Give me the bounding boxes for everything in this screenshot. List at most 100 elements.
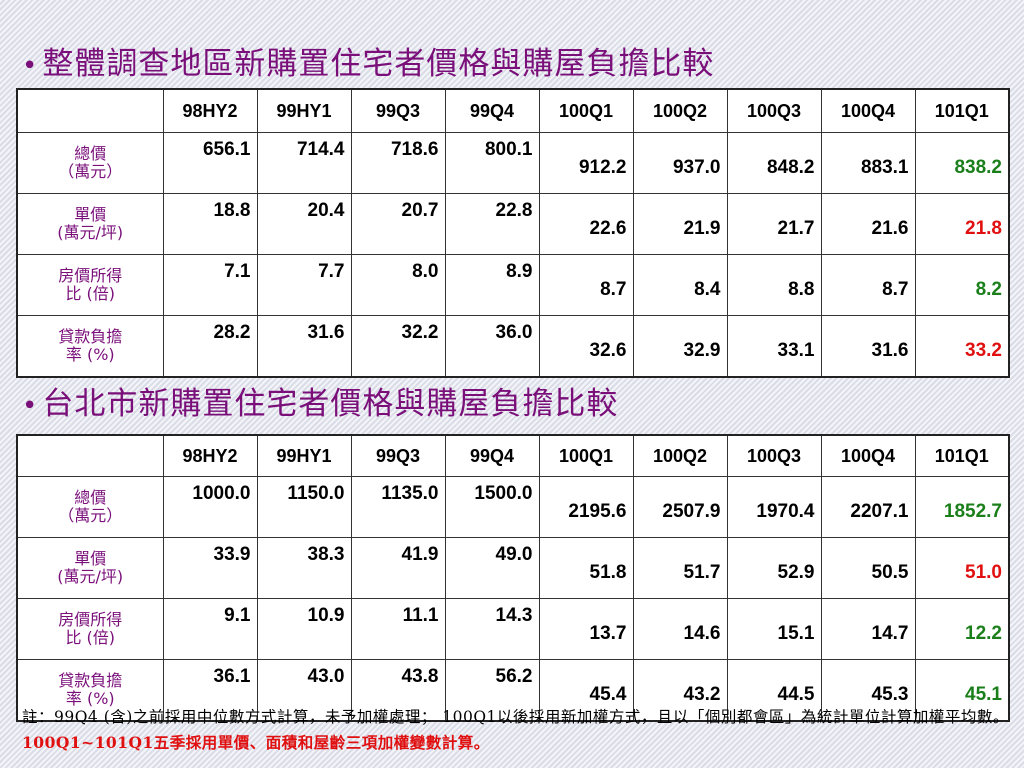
value-cell: 45.4: [538, 659, 634, 722]
table-row: 單價 (萬元/坪) 18.8 20.4 20.7 22.8 22.6 21.9 21.7 21.6…: [16, 193, 1010, 255]
row-label-line2: (萬元/坪): [57, 223, 124, 242]
table-row: 單價 (萬元/坪) 33.9 38.3 41.9 49.0 51.8 51.7 52.9 50.5…: [16, 537, 1010, 599]
footnote-highlight: 100Q1~101Q1五季採用單價、面積和屋齡三項加權變數計算。: [22, 733, 490, 752]
column-header: 100Q2: [632, 434, 728, 477]
row-label-line2: 比 (倍): [65, 628, 116, 647]
section1-title-text: 整體調查地區新購置住宅者價格與購屋負擔比較: [42, 46, 715, 82]
row-label-line1: 單價: [74, 205, 107, 224]
value-cell: 33.2: [914, 315, 1010, 378]
value-cell: 14.7: [820, 598, 916, 660]
row-label-line2: 率 (%): [65, 689, 115, 708]
row-label: 房價所得比 (倍): [16, 598, 164, 660]
row-label-line1: 房價所得: [58, 266, 123, 285]
column-header: 101Q1: [914, 88, 1010, 133]
value-cell: 8.4: [632, 254, 728, 316]
value-cell: 883.1: [820, 132, 916, 194]
value-cell: 32.6: [538, 315, 634, 378]
value-cell: 800.1: [444, 132, 540, 194]
value-cell: 20.4: [256, 193, 352, 255]
value-cell: 15.1: [726, 598, 822, 660]
column-header: 98HY2: [162, 434, 258, 477]
table-row: 貸款負擔率 (%) 36.1 43.0 43.8 56.2 45.4 43.2 44.5 45.…: [16, 659, 1010, 722]
bullet-icon: •: [22, 391, 39, 421]
column-header: 100Q3: [726, 434, 822, 477]
value-cell: 50.5: [820, 537, 916, 599]
value-cell: 32.2: [350, 315, 446, 378]
value-cell: 51.7: [632, 537, 728, 599]
value-cell: 848.2: [726, 132, 822, 194]
value-cell: 43.0: [256, 659, 352, 722]
table-row: 總價 （萬元） 656.1 714.4 718.6 800.1 912.2 937.0 848.…: [16, 132, 1010, 194]
column-header: 99Q4: [444, 434, 540, 477]
value-cell: 28.2: [162, 315, 258, 378]
value-cell: 11.1: [350, 598, 446, 660]
column-header: 100Q2: [632, 88, 728, 133]
row-label-line2: 率 (%): [65, 345, 115, 364]
value-cell: 31.6: [820, 315, 916, 378]
row-label: 總價 （萬元）: [16, 476, 164, 538]
header-row: 98HY2 99HY1 99Q3 99Q4 100Q1 100Q2 100Q3 100Q4 10…: [16, 434, 1010, 477]
value-cell: 1852.7: [914, 476, 1010, 538]
value-cell: 12.2: [914, 598, 1010, 660]
value-cell: 7.7: [256, 254, 352, 316]
value-cell: 21.7: [726, 193, 822, 255]
value-cell: 1970.4: [726, 476, 822, 538]
value-cell: 22.6: [538, 193, 634, 255]
bullet-icon: •: [22, 51, 39, 81]
value-cell: 21.6: [820, 193, 916, 255]
value-cell: 51.0: [914, 537, 1010, 599]
row-label: 貸款負擔率 (%): [16, 659, 164, 722]
table-row: 房價所得比 (倍) 9.1 10.9 11.1 14.3 13.7 14.6 15.1 14.7…: [16, 598, 1010, 660]
column-header: 100Q1: [538, 434, 634, 477]
value-cell: 714.4: [256, 132, 352, 194]
value-cell: 718.6: [350, 132, 446, 194]
footnote-main: 註：99Q4 (含)之前採用中位數方式計算，未予加權處理； 100Q1以後採用新…: [22, 708, 1009, 726]
column-header: 100Q1: [538, 88, 634, 133]
value-cell: 51.8: [538, 537, 634, 599]
value-cell: 56.2: [444, 659, 540, 722]
value-cell: 8.8: [726, 254, 822, 316]
row-label-line2: （萬元）: [58, 506, 123, 525]
row-label-line1: 單價: [74, 549, 107, 568]
table-row: 總價 （萬元） 1000.0 1150.0 1135.0 1500.0 2195.6 2507…: [16, 476, 1010, 538]
row-label-line1: 貸款負擔: [58, 671, 123, 690]
value-cell: 14.6: [632, 598, 728, 660]
row-label-line1: 總價: [74, 488, 107, 507]
row-label: 單價 (萬元/坪): [16, 193, 164, 255]
section2-title: • 台北市新購置住宅者價格與購屋負擔比較: [22, 384, 618, 426]
value-cell: 13.7: [538, 598, 634, 660]
column-header: 99HY1: [256, 434, 352, 477]
value-cell: 2207.1: [820, 476, 916, 538]
row-label-line1: 房價所得: [58, 610, 123, 629]
section2-title-text: 台北市新購置住宅者價格與購屋負擔比較: [42, 386, 619, 422]
corner-cell: [16, 434, 164, 477]
value-cell: 1500.0: [444, 476, 540, 538]
value-cell: 2507.9: [632, 476, 728, 538]
value-cell: 8.2: [914, 254, 1010, 316]
corner-cell: [16, 88, 164, 133]
value-cell: 33.9: [162, 537, 258, 599]
value-cell: 1150.0: [256, 476, 352, 538]
row-label: 貸款負擔率 (%): [16, 315, 164, 378]
table-row: 房價所得比 (倍) 7.1 7.7 8.0 8.9 8.7 8.4 8.8 8.7 8.2: [16, 254, 1010, 316]
row-label-line2: (萬元/坪): [57, 567, 124, 586]
value-cell: 36.1: [162, 659, 258, 722]
row-label: 單價 (萬元/坪): [16, 537, 164, 599]
value-cell: 937.0: [632, 132, 728, 194]
column-header: 101Q1: [914, 434, 1010, 477]
value-cell: 45.3: [820, 659, 916, 722]
column-header: 99HY1: [256, 88, 352, 133]
row-label-line2: 比 (倍): [65, 284, 116, 303]
value-cell: 656.1: [162, 132, 258, 194]
row-label: 總價 （萬元）: [16, 132, 164, 194]
row-label-line1: 總價: [74, 144, 107, 163]
value-cell: 8.7: [820, 254, 916, 316]
overall-price-table: 98HY2 99HY1 99Q3 99Q4 100Q1 100Q2 100Q3 100Q4 10…: [16, 88, 1010, 378]
footnote: 註：99Q4 (含)之前採用中位數方式計算，未予加權處理； 100Q1以後採用新…: [22, 704, 1012, 756]
value-cell: 41.9: [350, 537, 446, 599]
column-header: 98HY2: [162, 88, 258, 133]
value-cell: 20.7: [350, 193, 446, 255]
value-cell: 38.3: [256, 537, 352, 599]
value-cell: 8.9: [444, 254, 540, 316]
value-cell: 8.0: [350, 254, 446, 316]
